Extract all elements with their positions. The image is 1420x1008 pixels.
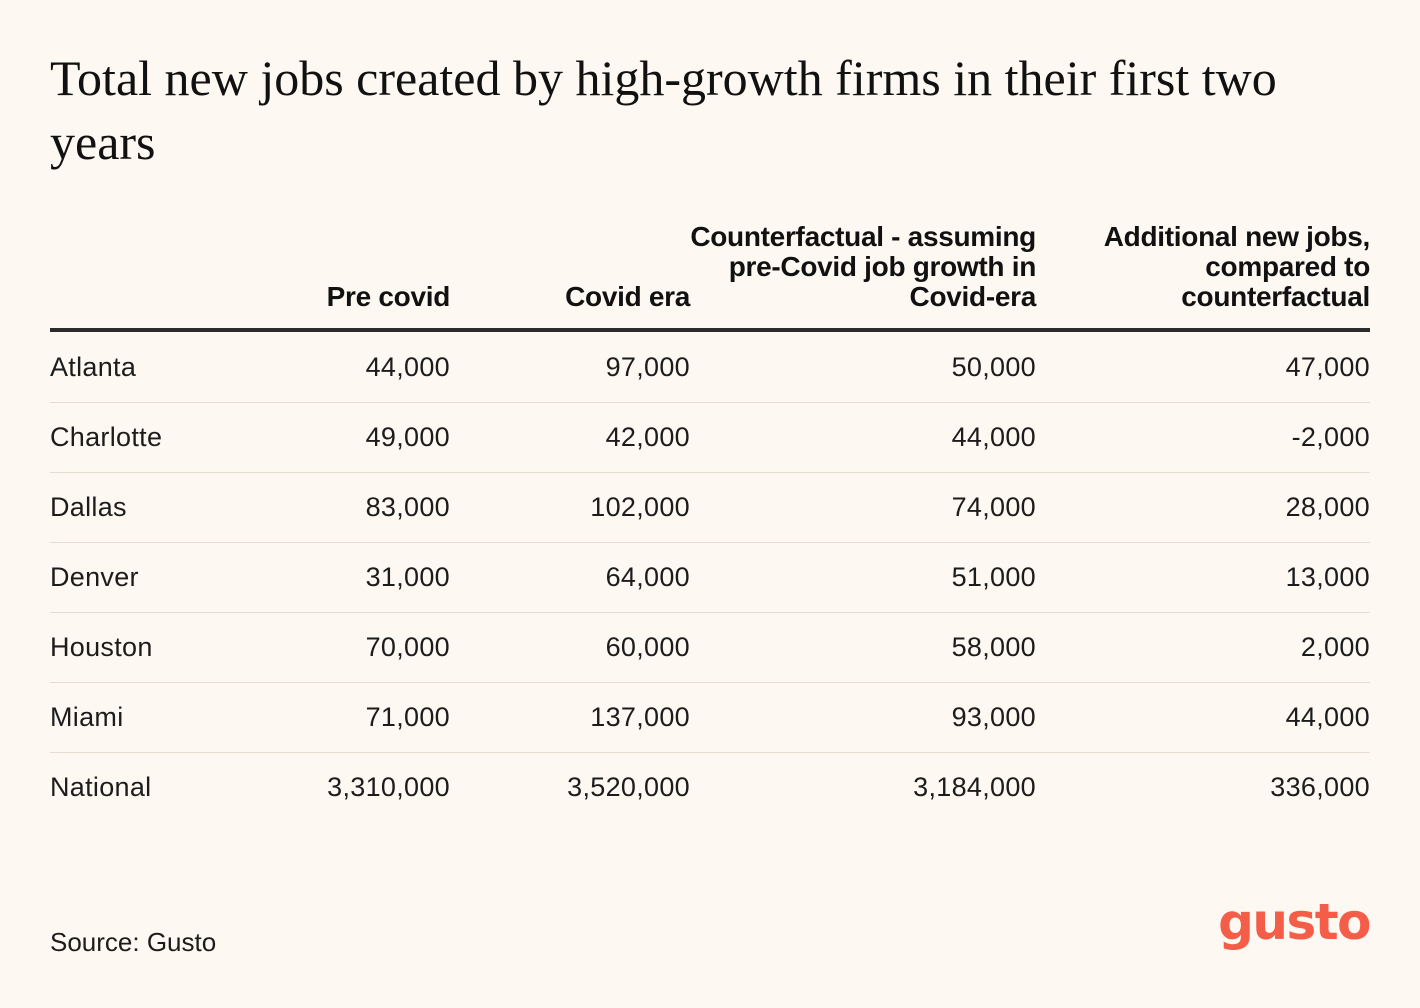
additional-jobs-cell: 13,000 [1285, 562, 1370, 592]
counterfactual-cell: 93,000 [951, 702, 1036, 732]
counterfactual-cell: 74,000 [951, 492, 1036, 522]
table-row: Denver 31,000 64,000 51,000 13,000 [50, 543, 1370, 613]
header-row: Pre covid Covid era Counterfactual - ass… [50, 222, 1370, 330]
covid-era-cell: 97,000 [605, 351, 690, 382]
additional-jobs-cell: 47,000 [1285, 351, 1370, 382]
additional-jobs-cell: 336,000 [1270, 772, 1370, 802]
pre-covid-cell: 83,000 [365, 492, 450, 522]
counterfactual-cell: 58,000 [951, 632, 1036, 662]
additional-jobs-cell: 28,000 [1285, 492, 1370, 522]
city-cell: Charlotte [50, 422, 163, 452]
jobs-table: Pre covid Covid era Counterfactual - ass… [50, 222, 1370, 822]
covid-era-cell: 42,000 [605, 422, 690, 452]
city-cell: Dallas [50, 492, 127, 522]
covid-era-cell: 64,000 [605, 562, 690, 592]
additional-jobs-cell: -2,000 [1291, 422, 1370, 452]
table-body: Atlanta 44,000 97,000 50,000 47,000 Char… [50, 330, 1370, 822]
table-row: Atlanta 44,000 97,000 50,000 47,000 [50, 330, 1370, 403]
covid-era-cell: 137,000 [590, 702, 690, 732]
table-row: Houston 70,000 60,000 58,000 2,000 [50, 613, 1370, 683]
city-cell: Denver [50, 562, 139, 592]
column-header-additional-jobs: Additional new jobs, compared to counter… [1103, 221, 1371, 312]
city-cell: Houston [50, 632, 153, 662]
source-note: Source: Gusto [50, 927, 217, 957]
gusto-logo: gusto [1218, 893, 1371, 951]
table-row: Miami 71,000 137,000 93,000 44,000 [50, 683, 1370, 753]
counterfactual-cell: 3,184,000 [913, 772, 1036, 802]
pre-covid-cell: 3,310,000 [327, 772, 450, 802]
column-header-covid-era: Covid era [565, 281, 690, 312]
counterfactual-cell: 50,000 [951, 351, 1036, 382]
table-row: National 3,310,000 3,520,000 3,184,000 3… [50, 753, 1370, 823]
pre-covid-cell: 70,000 [365, 632, 450, 662]
covid-era-cell: 60,000 [605, 632, 690, 662]
pre-covid-cell: 71,000 [365, 702, 450, 732]
city-cell: National [50, 772, 152, 802]
pre-covid-cell: 44,000 [365, 351, 450, 382]
city-cell: Atlanta [50, 351, 137, 382]
column-header-counterfactual: Counterfactual - assuming pre-Covid job … [690, 221, 1036, 312]
counterfactual-cell: 51,000 [951, 562, 1036, 592]
chart-title: Total new jobs created by high-growth fi… [50, 50, 1277, 170]
covid-era-cell: 3,520,000 [567, 772, 690, 802]
table-row: Dallas 83,000 102,000 74,000 28,000 [50, 473, 1370, 543]
additional-jobs-cell: 2,000 [1300, 632, 1370, 662]
pre-covid-cell: 49,000 [365, 422, 450, 452]
table-row: Charlotte 49,000 42,000 44,000 -2,000 [50, 403, 1370, 473]
counterfactual-cell: 44,000 [951, 422, 1036, 452]
column-header-pre-covid: Pre covid [326, 281, 451, 312]
additional-jobs-cell: 44,000 [1285, 702, 1370, 732]
pre-covid-cell: 31,000 [365, 562, 450, 592]
city-cell: Miami [50, 702, 124, 732]
column-header-city [50, 222, 250, 330]
covid-era-cell: 102,000 [590, 492, 690, 522]
